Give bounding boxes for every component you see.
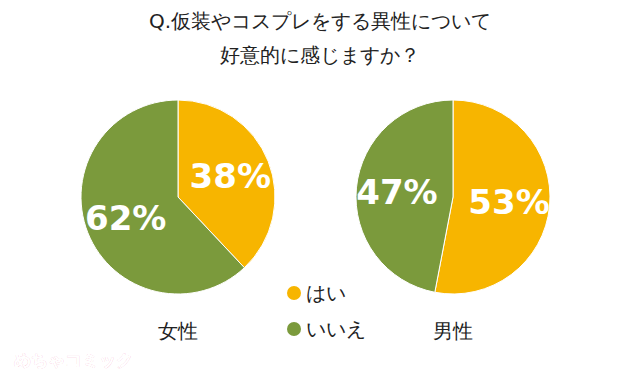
data-label: 38%: [190, 156, 271, 196]
data-label: 53%: [468, 182, 549, 222]
logo-text: めちゃコミック: [14, 350, 133, 370]
legend-label: いいえ: [306, 317, 366, 341]
data-label: 47%: [356, 172, 437, 212]
pie-name: 女性: [158, 319, 198, 343]
legend-swatch: [287, 322, 301, 336]
legend-swatch: [287, 286, 301, 300]
data-label: 62%: [85, 198, 166, 238]
chart: Q.仮装やコスプレをする異性について好意的に感じますか？ 38% 62% 女性 53% 4…: [0, 0, 640, 378]
title: Q.仮装やコスプレをする異性について好意的に感じますか？: [149, 9, 491, 67]
legend-label: はい: [306, 281, 346, 305]
pie: 53% 47%: [356, 100, 550, 294]
pie-slice: [356, 100, 453, 292]
pie: 38% 62%: [81, 100, 275, 294]
pie-slice: [81, 100, 244, 294]
pie-name: 男性: [433, 319, 473, 343]
